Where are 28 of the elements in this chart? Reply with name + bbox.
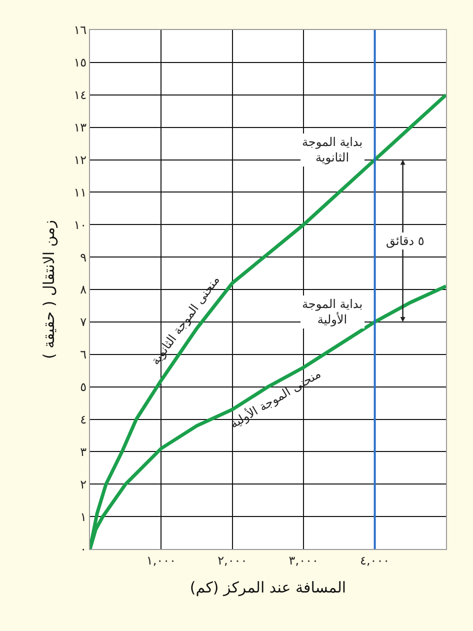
y-tick-label: ٥ <box>80 380 87 394</box>
y-tick-label: ٢ <box>80 477 87 492</box>
annotation: بداية الموجة الأولية <box>302 297 363 327</box>
y-tick-label: ١٥ <box>74 56 87 70</box>
y-axis-title: زمن الانتقال ( حقيقة ) <box>40 220 58 359</box>
y-tick-label: ١ <box>80 510 87 524</box>
y-tick-label: ٤ <box>80 412 87 426</box>
y-tick-label: ١٦ <box>74 23 87 38</box>
annotation: بداية الموجة الثانوية <box>302 135 363 165</box>
y-tick-label: ١٢ <box>74 152 87 167</box>
x-tick-label: ١,٠٠٠ <box>146 553 176 568</box>
y-tick-label: ٩ <box>80 250 87 264</box>
y-tick-label: ٨ <box>80 282 88 297</box>
y-tick-label: ١٠ <box>74 218 87 232</box>
y-tick-label: ٠ <box>80 542 87 556</box>
x-axis-title: المسافة عند المركز (كم) <box>190 578 346 596</box>
x-tick-label: ٣,٠٠٠ <box>288 553 318 568</box>
y-tick-label: ٧ <box>80 315 88 330</box>
annotation: ٥ دقائق <box>386 234 424 248</box>
y-tick-label: ١١ <box>74 185 87 200</box>
y-tick-label: ٣ <box>80 444 88 459</box>
x-tick-label: ٤,٠٠٠ <box>360 553 390 568</box>
text: منحنى الموجة الثانوية <box>148 273 222 368</box>
y-tick-label: ١٣ <box>74 120 88 135</box>
y-tick-label: ٦ <box>80 348 87 362</box>
x-tick-label: ٢,٠٠٠ <box>218 553 248 568</box>
y-tick-label: ١٤ <box>74 88 87 102</box>
text: منحنى الموجة الأولية <box>227 366 324 432</box>
